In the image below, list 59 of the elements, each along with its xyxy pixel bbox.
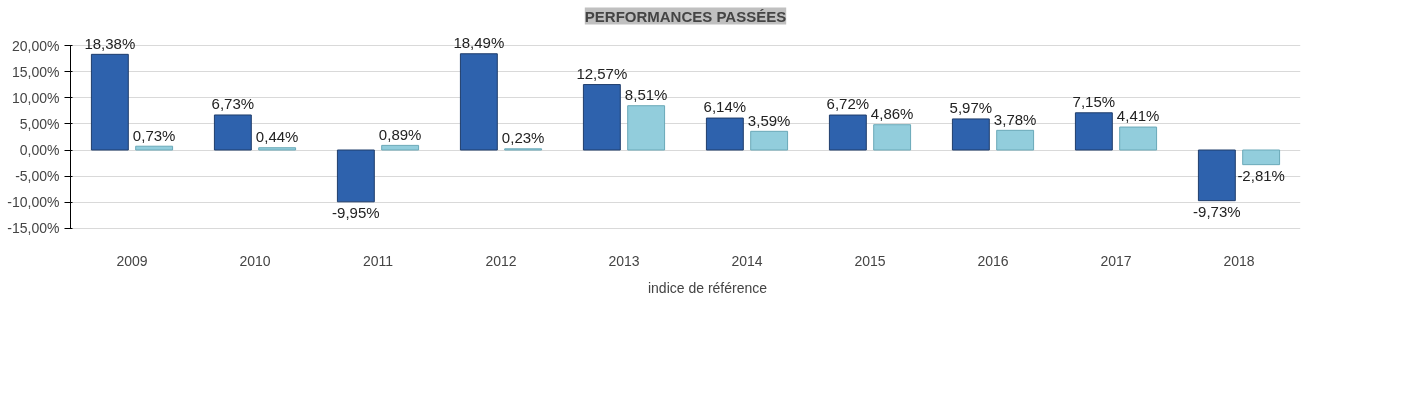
- data-label: 7,15%: [1072, 93, 1116, 111]
- data-label: 0,89%: [378, 125, 422, 143]
- x-tick-label: 2012: [485, 252, 517, 269]
- data-label: 4,86%: [870, 105, 914, 123]
- data-label: -2,81%: [1237, 167, 1285, 185]
- bar: [1074, 112, 1113, 151]
- x-tick-label: 2010: [239, 252, 271, 269]
- x-tick-label: 2014: [731, 252, 763, 269]
- y-tick-label: 20,00%: [12, 37, 60, 54]
- y-tick-label: -5,00%: [15, 168, 60, 185]
- bar: [1242, 149, 1281, 166]
- y-tick-label: 5,00%: [19, 115, 60, 132]
- text: indice de référence: [647, 280, 768, 296]
- data-label: 8,51%: [624, 86, 668, 104]
- data-label: 6,72%: [826, 95, 870, 113]
- y-tick-label: -10,00%: [7, 194, 60, 211]
- bar: [336, 149, 375, 203]
- bar: [705, 117, 744, 151]
- y-tick-label: 0,00%: [19, 142, 60, 159]
- x-tick-label: 2016: [977, 252, 1009, 269]
- bar: [135, 145, 174, 151]
- x-tick-label: 2015: [854, 252, 886, 269]
- data-label: 12,57%: [576, 64, 628, 82]
- bar: [258, 147, 297, 151]
- x-tick-label: 2017: [1100, 252, 1132, 269]
- data-label: 4,41%: [1116, 107, 1160, 125]
- x-tick-label: 2011: [362, 252, 394, 269]
- data-label: 6,73%: [211, 95, 255, 113]
- bar: [1119, 126, 1158, 151]
- bar: [213, 114, 252, 151]
- data-label: 0,23%: [501, 129, 545, 147]
- bar: [381, 144, 420, 151]
- data-label: 5,97%: [949, 99, 993, 117]
- y-tick-label: -15,00%: [7, 220, 60, 237]
- chart-title: PERFORMANCES PASSÉES: [584, 7, 787, 25]
- data-label: 0,73%: [132, 126, 176, 144]
- y-tick-label: 10,00%: [12, 89, 60, 106]
- bar: [828, 114, 867, 151]
- bar: [1197, 149, 1236, 202]
- data-label: 6,14%: [703, 98, 747, 116]
- bar: [459, 53, 498, 151]
- data-label: 18,49%: [453, 34, 505, 52]
- data-label: 3,78%: [993, 110, 1037, 128]
- data-label: -9,73%: [1193, 203, 1241, 221]
- bar: [951, 118, 990, 151]
- data-label: 3,59%: [747, 111, 791, 129]
- x-tick-label: 2018: [1223, 252, 1255, 269]
- bar: [873, 124, 912, 151]
- bar: [750, 130, 789, 151]
- bar: [90, 53, 129, 151]
- data-label: 18,38%: [84, 34, 136, 52]
- x-tick-label: 2013: [608, 252, 640, 269]
- y-tick-label: 15,00%: [12, 63, 60, 80]
- bar: [627, 105, 666, 151]
- bar: [996, 129, 1035, 151]
- data-label: -9,95%: [332, 204, 380, 222]
- x-tick-label: 2009: [116, 252, 148, 269]
- data-label: 0,44%: [255, 128, 299, 146]
- bar: [582, 84, 621, 151]
